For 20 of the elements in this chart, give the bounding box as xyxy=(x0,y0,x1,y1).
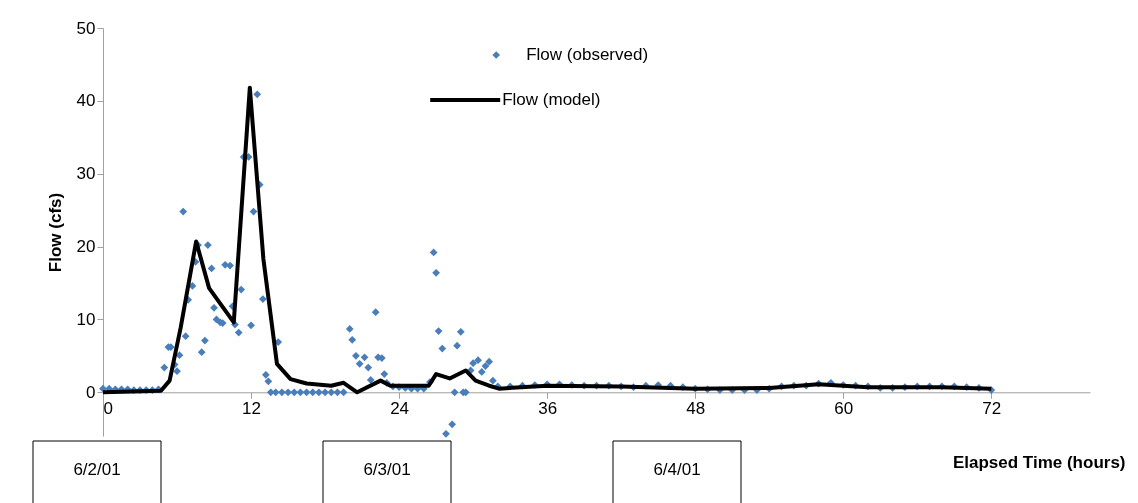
x-tick-label: 12 xyxy=(242,398,262,418)
y-tick-label: 30 xyxy=(76,164,96,184)
y-tick-label: 10 xyxy=(76,309,96,329)
text: 6/2/01 xyxy=(73,460,121,479)
text: 6/4/01 xyxy=(653,460,701,479)
legend-label: Flow (model) xyxy=(502,90,601,109)
y-tick-label: 0 xyxy=(86,382,96,402)
text: 6/3/01 xyxy=(363,460,411,479)
x-tick-label: 24 xyxy=(390,398,410,418)
x-tick-label: 60 xyxy=(834,398,854,418)
x-axis-title: Elapsed Time (hours) xyxy=(952,452,1126,472)
y-tick-label: 20 xyxy=(76,237,96,257)
y-axis-title: Flow (cfs) xyxy=(45,192,65,273)
x-tick-label: 0 xyxy=(103,398,113,418)
x-tick-label: 48 xyxy=(686,398,706,418)
x-tick-label: 72 xyxy=(982,398,1002,418)
legend-label: Flow (observed) xyxy=(526,45,649,64)
y-tick-label: 50 xyxy=(76,18,96,38)
x-tick-label: 36 xyxy=(538,398,558,418)
y-tick-label: 40 xyxy=(76,91,96,111)
